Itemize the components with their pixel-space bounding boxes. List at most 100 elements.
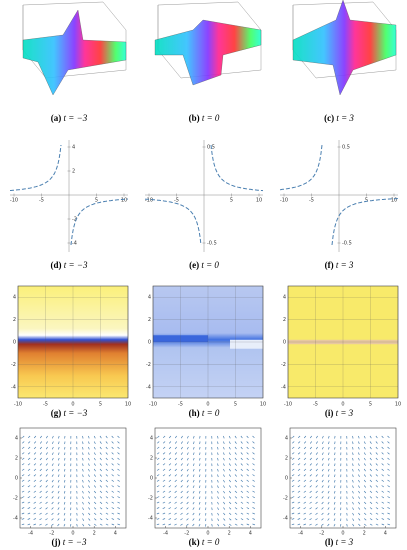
plot-frame bbox=[152, 285, 264, 399]
x-tick-label: -10 bbox=[149, 402, 157, 408]
caption: (f) t = 3 bbox=[325, 260, 354, 270]
caption: (b) t = 0 bbox=[189, 113, 220, 123]
y-tick-label: -2 bbox=[146, 362, 151, 368]
caption: (l) t = 3 bbox=[325, 537, 354, 547]
caption-text: t = −3 bbox=[64, 113, 88, 123]
plot-frame bbox=[287, 285, 399, 399]
x-tick-label: 4 bbox=[114, 531, 117, 537]
x-tick-label: 0 bbox=[341, 402, 344, 408]
caption-label: (c) bbox=[324, 113, 334, 123]
y-tick-label: 2 bbox=[283, 317, 286, 323]
caption-label: (j) bbox=[52, 537, 61, 547]
caption-text: t = 0 bbox=[202, 537, 220, 547]
x-tick-label: -5 bbox=[39, 198, 44, 204]
x-tick-label: 5 bbox=[365, 198, 368, 204]
x-tick-label: 0 bbox=[341, 531, 344, 537]
stream-arrows bbox=[156, 435, 256, 527]
x-tick-label: -2 bbox=[49, 531, 54, 537]
y-tick-label: -0.5 bbox=[342, 241, 352, 247]
x-tick-label: 5 bbox=[95, 198, 98, 204]
caption-label: (k) bbox=[189, 537, 200, 547]
x-tick-label: -4 bbox=[28, 531, 33, 537]
curve bbox=[279, 144, 399, 246]
plot-frame bbox=[289, 427, 397, 529]
x-tick-label: -5 bbox=[174, 198, 179, 204]
caption-label: (l) bbox=[325, 537, 334, 547]
y-tick-label: -2 bbox=[11, 362, 16, 368]
caption-text: t = 0 bbox=[202, 113, 220, 123]
y-tick-label: 0 bbox=[283, 340, 286, 346]
y-tick-label: -2 bbox=[72, 217, 77, 223]
x-tick-label: 4 bbox=[249, 531, 252, 537]
caption: (a) t = −3 bbox=[51, 113, 88, 123]
surface bbox=[292, 0, 397, 96]
x-tick-label: 5 bbox=[369, 402, 372, 408]
x-tick-label: 0 bbox=[71, 531, 74, 537]
y-tick-label: 4 bbox=[283, 295, 286, 301]
caption-text: t = 3 bbox=[336, 408, 354, 418]
caption-label: (g) bbox=[51, 408, 62, 418]
y-tick-label: -2 bbox=[283, 496, 288, 502]
caption: (c) t = 3 bbox=[324, 113, 354, 123]
x-tick-label: -10 bbox=[10, 198, 18, 204]
y-tick-label: 2 bbox=[13, 317, 16, 323]
curve bbox=[144, 144, 264, 246]
x-tick-label: 10 bbox=[125, 402, 131, 408]
y-tick-label: -2 bbox=[281, 362, 286, 368]
x-tick-label: -5 bbox=[43, 402, 48, 408]
y-tick-label: 4 bbox=[148, 295, 151, 301]
x-tick-label: 5 bbox=[230, 198, 233, 204]
y-tick-label: 0 bbox=[15, 476, 18, 482]
x-tick-label: -10 bbox=[280, 198, 288, 204]
x-tick-label: 0 bbox=[71, 402, 74, 408]
y-tick-label: 2 bbox=[148, 317, 151, 323]
y-tick-label: 0 bbox=[150, 476, 153, 482]
caption-label: (b) bbox=[189, 113, 200, 123]
caption: (j) t = −3 bbox=[52, 537, 87, 547]
x-tick-label: 2 bbox=[228, 531, 231, 537]
plot-frame bbox=[154, 427, 262, 529]
stream-arrows bbox=[291, 435, 391, 527]
x-tick-label: 0 bbox=[206, 402, 209, 408]
x-tick-label: -10 bbox=[284, 402, 292, 408]
stream-arrows bbox=[21, 435, 121, 527]
x-tick-label: 5 bbox=[99, 402, 102, 408]
caption-label: (a) bbox=[51, 113, 62, 123]
x-tick-label: -2 bbox=[184, 531, 189, 537]
y-tick-label: 0 bbox=[13, 340, 16, 346]
x-tick-label: 4 bbox=[384, 531, 387, 537]
x-tick-label: -4 bbox=[298, 531, 303, 537]
curve bbox=[10, 144, 129, 246]
y-tick-label: 4 bbox=[285, 436, 288, 442]
x-tick-label: -10 bbox=[145, 198, 153, 204]
x-tick-label: 10 bbox=[256, 198, 262, 204]
x-tick-label: -5 bbox=[309, 198, 314, 204]
caption: (i) t = 3 bbox=[325, 408, 354, 418]
caption-text: t = −3 bbox=[64, 408, 88, 418]
plot-frame bbox=[17, 285, 129, 399]
y-tick-label: 2 bbox=[285, 456, 288, 462]
y-tick-label: 2 bbox=[72, 169, 75, 175]
y-tick-label: -4 bbox=[11, 384, 16, 390]
x-tick-label: -10 bbox=[14, 402, 22, 408]
caption-text: t = −3 bbox=[64, 260, 88, 270]
x-tick-label: 10 bbox=[391, 198, 397, 204]
y-tick-label: 0 bbox=[148, 340, 151, 346]
surface bbox=[154, 19, 262, 86]
y-tick-label: -2 bbox=[148, 496, 153, 502]
x-tick-label: -4 bbox=[163, 531, 168, 537]
y-tick-label: 4 bbox=[150, 436, 153, 442]
caption-label: (h) bbox=[189, 408, 200, 418]
caption: (g) t = −3 bbox=[51, 408, 88, 418]
y-tick-label: 2 bbox=[150, 456, 153, 462]
caption: (k) t = 0 bbox=[189, 537, 220, 547]
caption-text: t = 0 bbox=[201, 260, 219, 270]
caption-label: (e) bbox=[189, 260, 199, 270]
y-tick-label: -4 bbox=[72, 241, 77, 247]
caption-label: (d) bbox=[51, 260, 62, 270]
y-tick-label: -4 bbox=[148, 516, 153, 522]
caption-text: t = 0 bbox=[202, 408, 220, 418]
y-tick-label: -4 bbox=[281, 384, 286, 390]
y-tick-label: 2 bbox=[15, 456, 18, 462]
